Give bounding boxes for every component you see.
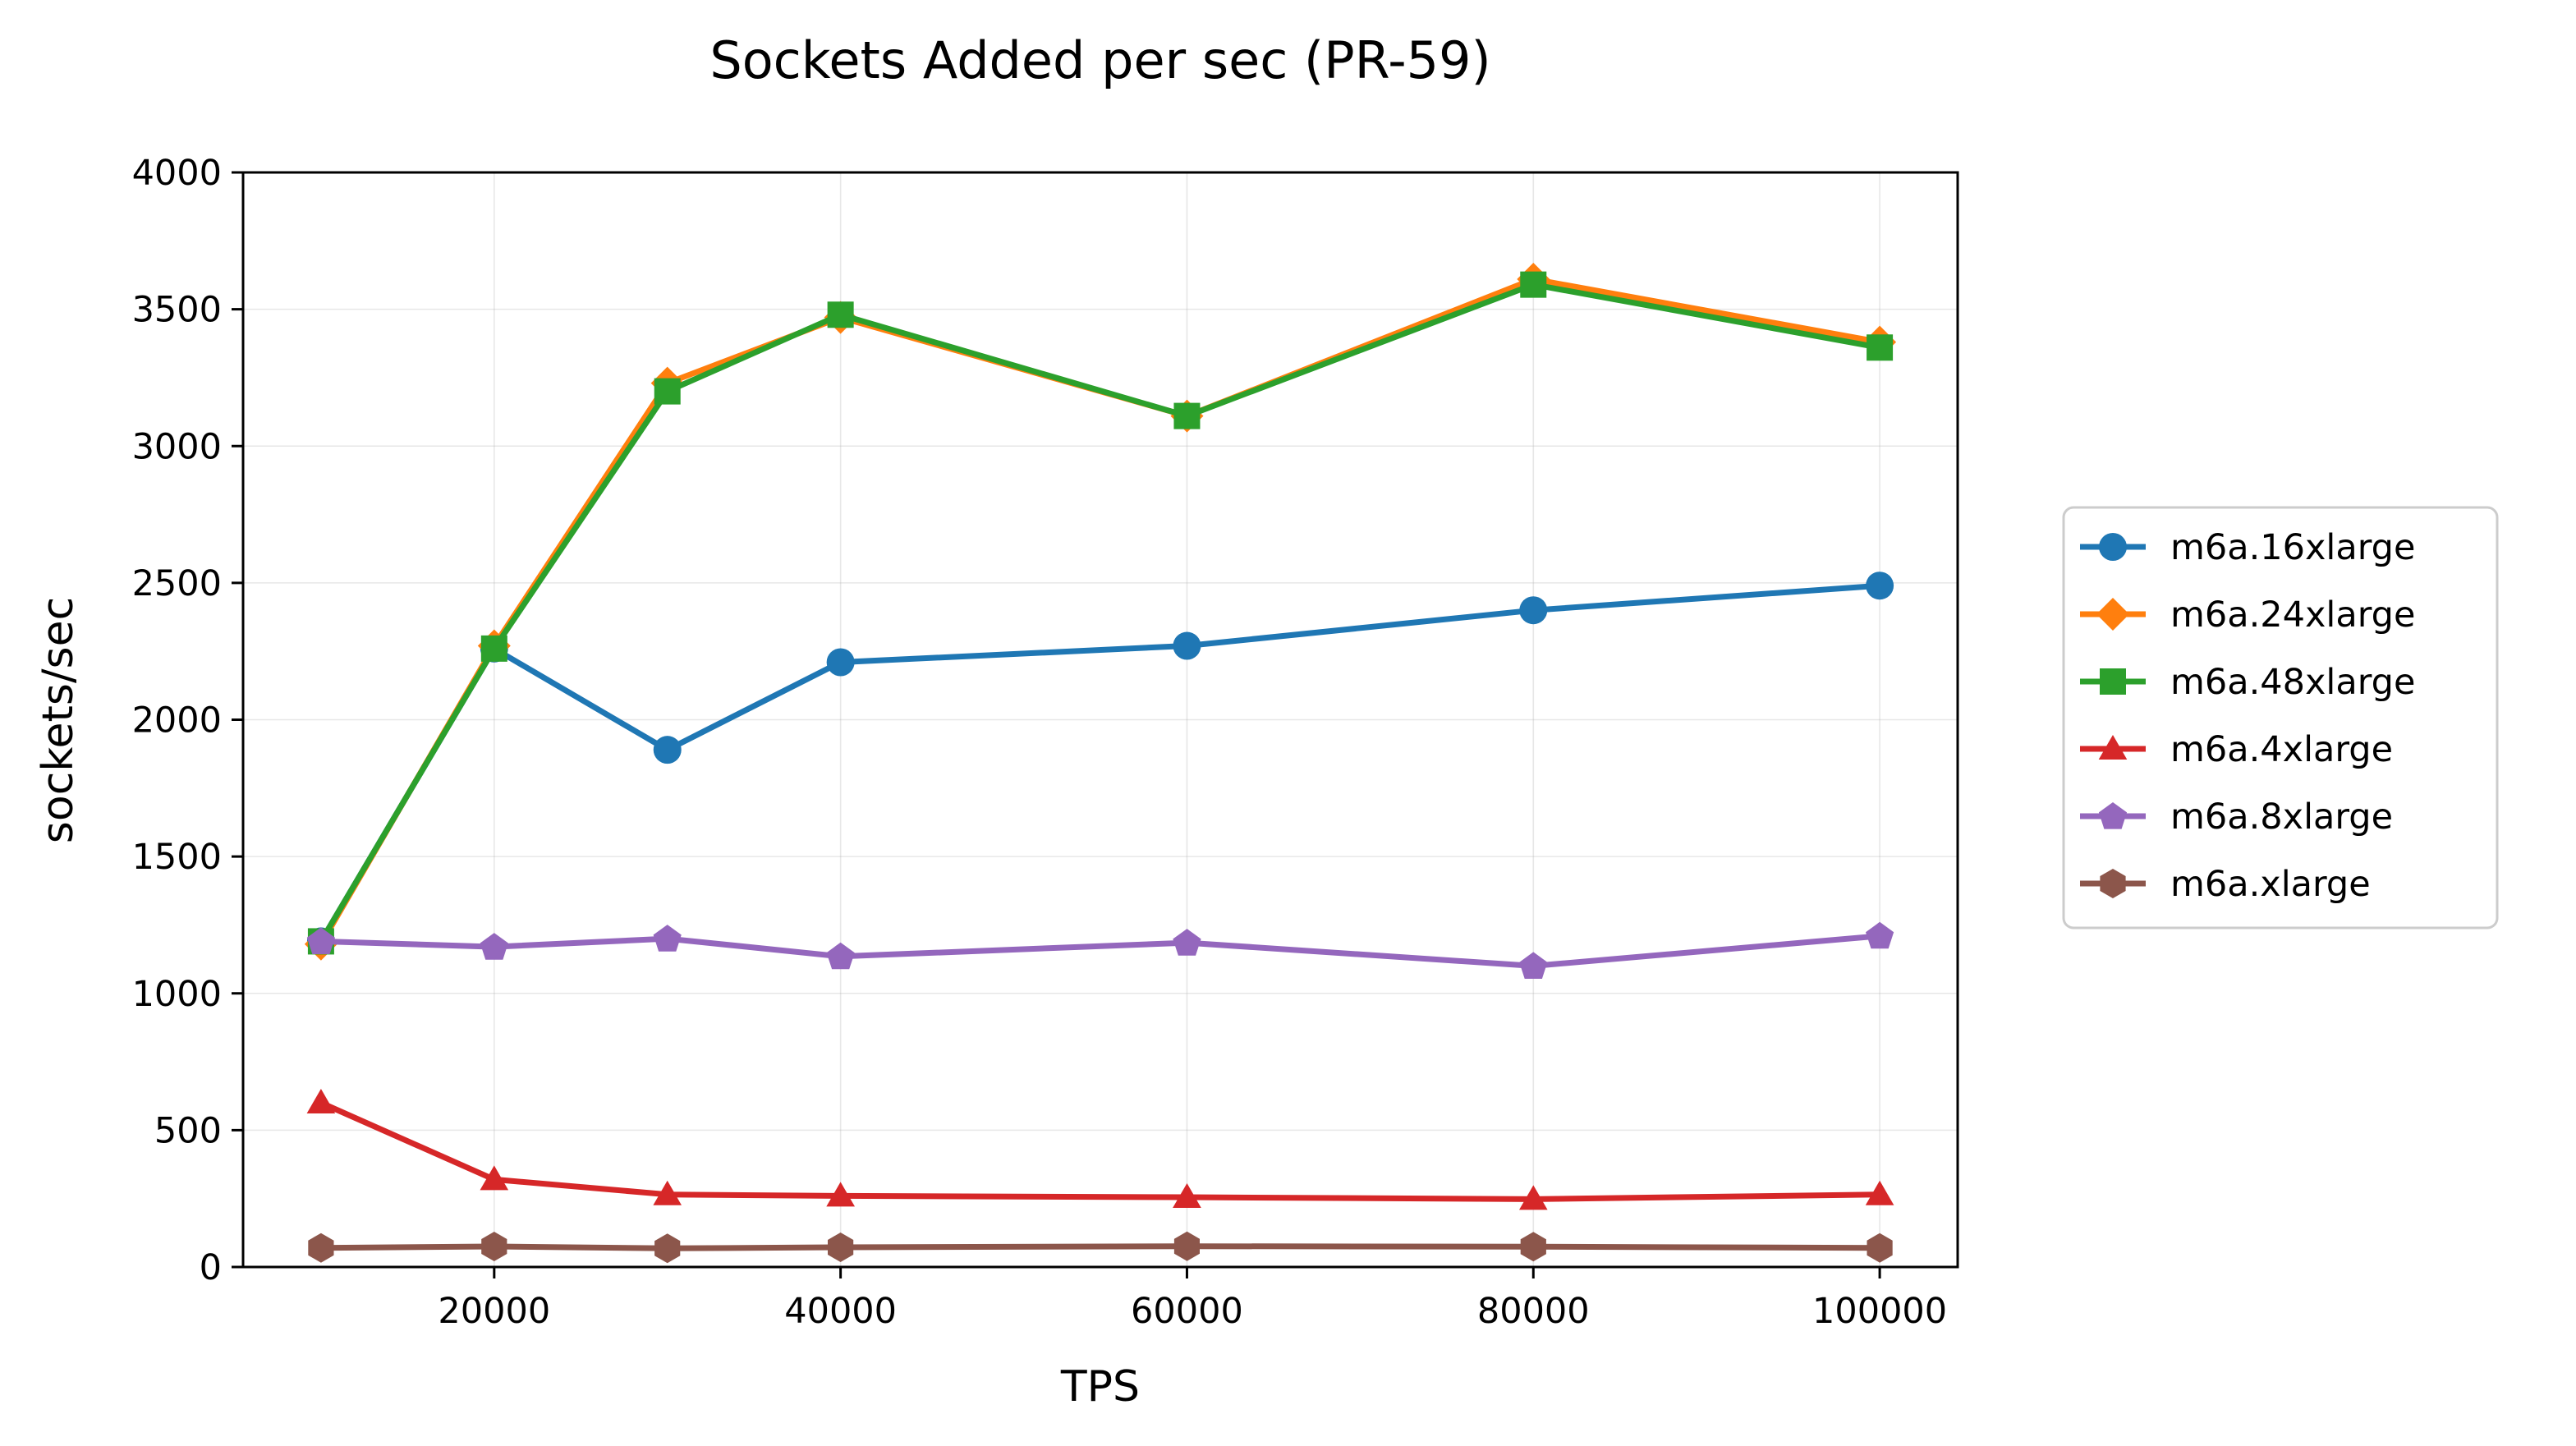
legend-marker [2099, 533, 2127, 561]
legend: m6a.16xlarge m6a.24xlarge m6a.48xlarge m6a.… [2062, 506, 2499, 930]
legend-item: m6a.24xlarge [2080, 594, 2415, 636]
data-point [1173, 402, 1201, 429]
data-point [828, 1233, 854, 1262]
data-point [1867, 334, 1894, 361]
data-point [1173, 1231, 1200, 1261]
data-point [826, 648, 855, 677]
legend-label: m6a.4xlarge [2170, 729, 2393, 770]
legend-item: m6a.16xlarge [2080, 527, 2415, 568]
y-axis-ticks: 0 500 1000 1500 2000 2500 3000 3500 4000 [132, 153, 243, 1288]
data-point [1173, 929, 1201, 956]
legend-label: m6a.24xlarge [2170, 594, 2415, 636]
y-axis-label: sockets/sec [34, 597, 83, 843]
legend-label: m6a.xlarge [2170, 864, 2371, 905]
legend-marker [2096, 598, 2129, 631]
series-m6a.8xlarge [306, 921, 1894, 979]
x-tick-label: 40000 [784, 1291, 897, 1332]
legend-item: m6a.48xlarge [2080, 662, 2415, 703]
legend-marker [2100, 668, 2126, 695]
x-tick-label: 60000 [1131, 1291, 1243, 1332]
data-point [653, 736, 682, 764]
x-tick-label: 80000 [1477, 1291, 1590, 1332]
legend-item: m6a.4xlarge [2080, 729, 2393, 770]
y-tick-label: 2000 [132, 700, 222, 741]
series-m6a.xlarge [308, 1231, 1893, 1264]
data-point [1866, 921, 1894, 949]
legend-item: m6a.xlarge [2080, 864, 2371, 905]
legend-label: m6a.48xlarge [2170, 662, 2415, 703]
legend-label: m6a.16xlarge [2170, 527, 2415, 568]
legend-label: m6a.8xlarge [2170, 796, 2393, 838]
legend-marker [2098, 802, 2128, 829]
y-tick-label: 2500 [132, 563, 222, 604]
x-axis-label: TPS [1060, 1362, 1140, 1412]
data-point [826, 942, 855, 970]
data-point [654, 378, 681, 405]
data-point [1519, 596, 1548, 625]
x-axis-ticks: 20000 40000 60000 80000 100000 [438, 1267, 1947, 1332]
legend-item: m6a.8xlarge [2080, 796, 2393, 838]
data-point [480, 635, 507, 662]
data-point [481, 1232, 507, 1261]
data-point [1520, 271, 1547, 298]
y-tick-label: 1500 [132, 837, 222, 878]
y-tick-label: 1000 [132, 974, 222, 1015]
data-point [1865, 1180, 1894, 1205]
data-point [653, 925, 682, 952]
data-point [1173, 631, 1201, 660]
y-tick-label: 0 [200, 1247, 222, 1288]
y-tick-label: 3500 [132, 290, 222, 331]
data-point [306, 927, 335, 954]
data-point [653, 1180, 682, 1205]
data-point [1173, 1183, 1201, 1208]
series-lines [304, 263, 1897, 1264]
y-tick-label: 4000 [132, 153, 222, 194]
data-point [826, 1182, 855, 1207]
chart-title: Sockets Added per sec (PR-59) [709, 30, 1490, 90]
series-m6a.4xlarge [306, 1089, 1894, 1210]
data-point [1866, 572, 1894, 600]
data-point [480, 1165, 509, 1191]
legend-marker [2100, 869, 2126, 898]
x-tick-label: 100000 [1812, 1291, 1947, 1332]
data-point [1519, 952, 1548, 979]
data-point [308, 1233, 334, 1263]
data-point [480, 933, 508, 960]
data-point [1867, 1233, 1893, 1263]
y-tick-label: 3000 [132, 426, 222, 467]
data-point [1519, 1185, 1548, 1210]
legend-frame [2062, 506, 2499, 930]
data-point [1520, 1232, 1546, 1262]
y-tick-label: 500 [154, 1110, 222, 1151]
x-tick-label: 20000 [438, 1291, 550, 1332]
data-point [654, 1233, 681, 1264]
data-point [306, 1089, 336, 1113]
data-point [827, 301, 854, 328]
legend-marker [2098, 735, 2128, 760]
series-line [318, 1243, 1883, 1251]
